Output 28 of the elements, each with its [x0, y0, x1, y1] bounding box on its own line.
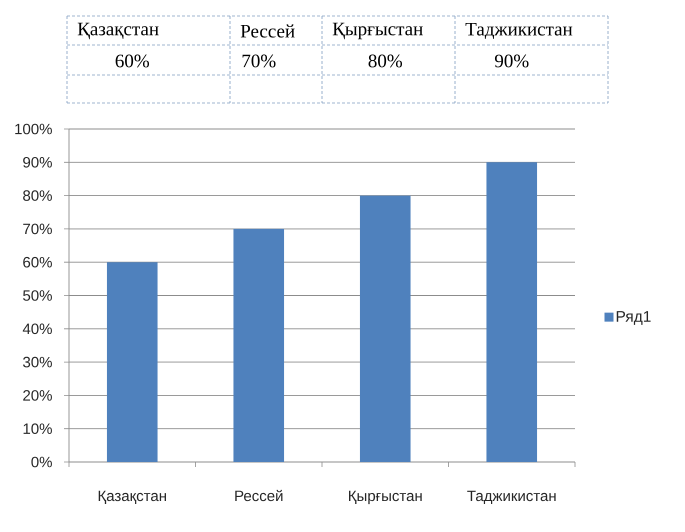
y-tick-label: 60%: [23, 256, 52, 268]
y-tick-label: 50%: [23, 290, 52, 301]
data-label: 80%: [368, 54, 402, 68]
data-label: 70%: [242, 54, 276, 68]
y-tick-label: 10%: [24, 423, 52, 434]
legend-label: Ряд1: [616, 311, 651, 325]
bar: [233, 228, 284, 462]
data-label: 90%: [494, 54, 529, 68]
category-label: Қырғыстан: [332, 22, 423, 40]
category-label: Таджикистан: [466, 22, 572, 40]
y-tick-label: 0%: [31, 456, 52, 468]
x-tick-label: Таджикистан: [467, 490, 556, 504]
y-tick-label: 70%: [23, 224, 52, 234]
y-tick-label: 40%: [22, 323, 52, 334]
category-label: Рессей: [240, 24, 295, 38]
y-tick-label: 90%: [23, 156, 52, 168]
y-tick-label: 30%: [23, 356, 52, 368]
x-tick-label: Қырғыстан: [349, 490, 422, 504]
y-tick-label: 20%: [23, 390, 52, 401]
x-tick-label: Рессей: [235, 490, 282, 502]
bar: [106, 262, 158, 462]
bar: [360, 196, 411, 462]
y-tick-label: 80%: [23, 190, 52, 201]
x-tick-label: Қазақстан: [98, 490, 166, 504]
y-tick-label: 100%: [15, 124, 52, 134]
data-label: 60%: [116, 54, 150, 68]
category-label: Қазақстан: [78, 22, 159, 40]
bar: [486, 162, 538, 462]
